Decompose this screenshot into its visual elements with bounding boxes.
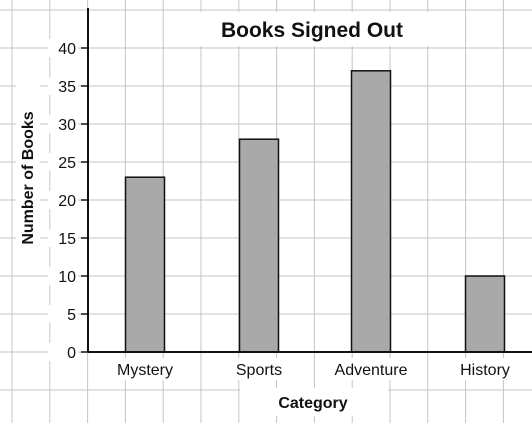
y-axis-title-background	[16, 82, 40, 274]
x-tick-label-sports: Sports	[236, 362, 282, 379]
bar-mystery	[124, 176, 166, 353]
y-tick-label: 40	[58, 41, 76, 58]
bar-sports	[238, 138, 280, 353]
y-tick-label-background	[48, 267, 78, 285]
x-tick-label-history: History	[460, 362, 510, 379]
chart-bars	[124, 70, 506, 353]
bar-adventure	[350, 70, 392, 353]
y-tick-label-background	[48, 39, 78, 57]
y-tick-label: 5	[67, 307, 76, 324]
y-tick-label-background	[48, 229, 78, 247]
y-tick-label-background	[48, 77, 78, 95]
y-tick-labels: 0 5 10 15 20 25 30 35 40	[48, 39, 78, 362]
y-tick-label: 15	[58, 231, 76, 248]
x-axis-title: Category	[278, 395, 347, 412]
x-tick-label-background	[228, 358, 290, 380]
x-tick-label-background	[450, 358, 520, 380]
y-tick-label-background	[48, 343, 78, 361]
y-tick-label: 20	[58, 193, 76, 210]
bar-history	[464, 275, 506, 353]
x-tick-labels: Mystery Sports Adventure History	[110, 358, 520, 380]
y-tick-label-background	[48, 191, 78, 209]
y-tick-label: 30	[58, 117, 76, 134]
y-tick-label: 35	[58, 79, 76, 96]
y-tick-label: 0	[67, 345, 76, 362]
y-tick-label-background	[48, 153, 78, 171]
y-tick-label-background	[48, 305, 78, 323]
x-tick-label-background	[327, 358, 415, 380]
x-tick-label-mystery: Mystery	[117, 362, 173, 379]
chart-title: Books Signed Out	[221, 19, 403, 42]
chart-axes	[81, 8, 532, 353]
y-tick-label: 25	[58, 155, 76, 172]
title-background	[196, 12, 432, 46]
x-tick-label-adventure: Adventure	[335, 362, 408, 379]
y-tick-label-background	[48, 115, 78, 133]
y-tick-label: 10	[58, 269, 76, 286]
y-axis-title: Number of Books	[20, 111, 37, 244]
x-tick-label-background	[110, 358, 180, 380]
x-axis-title-background	[240, 388, 388, 416]
